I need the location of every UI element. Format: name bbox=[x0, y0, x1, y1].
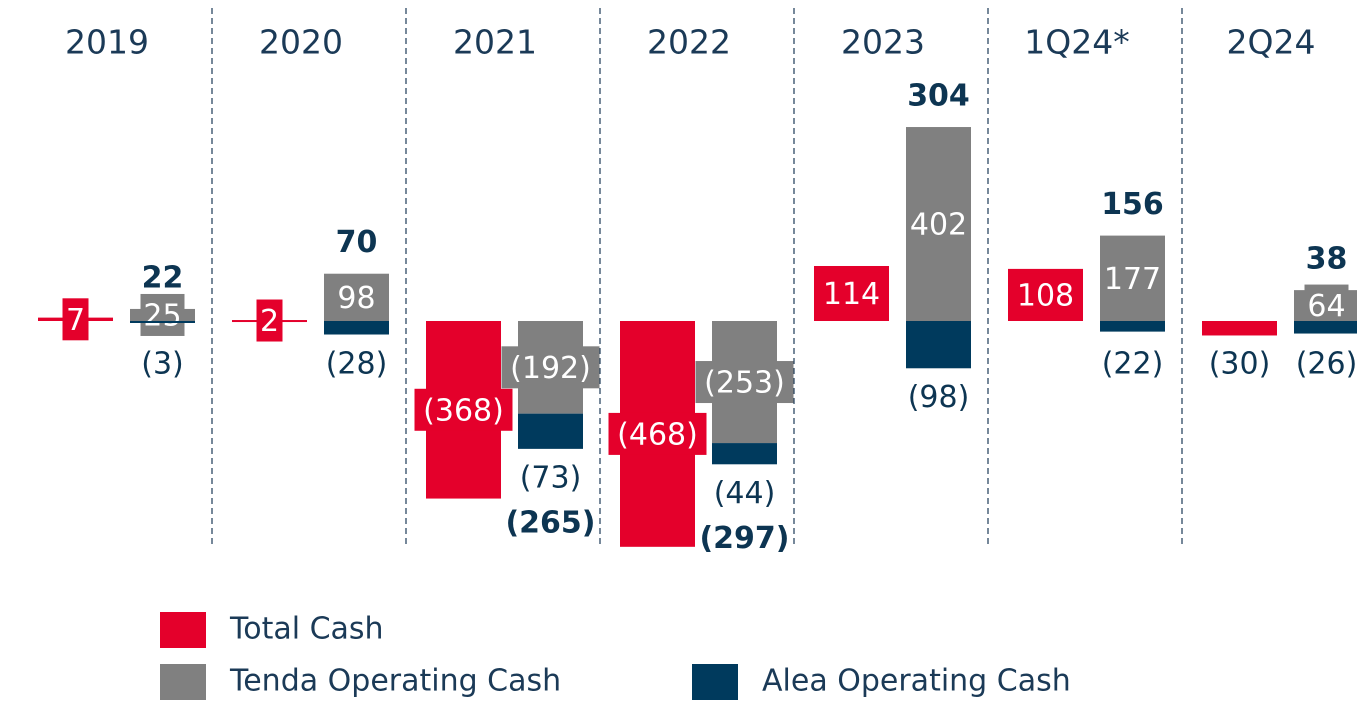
value-label: (73) bbox=[520, 460, 582, 495]
bar bbox=[1202, 321, 1277, 336]
value-label-box bbox=[62, 298, 89, 341]
value-label: 25 bbox=[143, 298, 181, 333]
value-label: (98) bbox=[908, 380, 970, 415]
bar bbox=[1294, 321, 1357, 334]
bar bbox=[324, 321, 389, 335]
value-label: (368) bbox=[423, 393, 504, 428]
value-label: 64 bbox=[1307, 289, 1345, 324]
value-label: 108 bbox=[1017, 278, 1074, 313]
value-label: (26) bbox=[1296, 347, 1357, 382]
value-label: 177 bbox=[1104, 262, 1161, 297]
bar bbox=[518, 413, 583, 449]
bar bbox=[1100, 321, 1165, 332]
total-label: 156 bbox=[1101, 187, 1164, 222]
value-label: 2 bbox=[260, 304, 279, 339]
legend-swatch bbox=[160, 664, 206, 700]
x-tick-label: 2021 bbox=[453, 23, 537, 62]
value-label: (44) bbox=[714, 476, 776, 511]
total-label: 70 bbox=[336, 225, 378, 260]
value-label-box bbox=[501, 346, 600, 389]
value-label: 7 bbox=[66, 303, 85, 338]
value-label-box bbox=[334, 276, 379, 319]
value-label-box bbox=[256, 299, 283, 342]
x-tick-label: 2Q24 bbox=[1227, 23, 1316, 62]
bar bbox=[712, 443, 777, 465]
value-label: 402 bbox=[910, 208, 967, 243]
value-label-box bbox=[608, 412, 707, 455]
value-label-box bbox=[1101, 257, 1164, 300]
x-tick-label: 2020 bbox=[259, 23, 343, 62]
total-label: (265) bbox=[505, 505, 595, 540]
value-label-box bbox=[1014, 273, 1077, 316]
bar bbox=[906, 321, 971, 369]
bar bbox=[130, 321, 195, 323]
value-label: (192) bbox=[510, 351, 591, 386]
x-tick-label: 2023 bbox=[841, 23, 925, 62]
value-label: (22) bbox=[1102, 347, 1164, 382]
value-label-box bbox=[695, 361, 794, 404]
value-label-box bbox=[907, 203, 970, 246]
value-label-box bbox=[1304, 284, 1349, 327]
legend-label: Total Cash bbox=[229, 612, 384, 647]
x-tick-label: 2022 bbox=[647, 23, 731, 62]
legend-swatch bbox=[160, 612, 206, 648]
total-label: 304 bbox=[907, 79, 970, 114]
legend-label: Alea Operating Cash bbox=[762, 664, 1071, 699]
value-label: (30) bbox=[1209, 347, 1271, 382]
value-label-box bbox=[140, 293, 185, 336]
value-label-box bbox=[820, 272, 883, 315]
total-label: 22 bbox=[142, 260, 184, 295]
x-tick-label: 2019 bbox=[65, 23, 149, 62]
value-label: (3) bbox=[141, 347, 184, 382]
legend-label: Tenda Operating Cash bbox=[229, 664, 561, 699]
value-label: (468) bbox=[617, 417, 698, 452]
value-label: 114 bbox=[823, 277, 880, 312]
total-label: 38 bbox=[1306, 242, 1348, 277]
legend-swatch bbox=[692, 664, 738, 700]
value-label: 98 bbox=[337, 281, 375, 316]
total-label: (297) bbox=[699, 521, 789, 556]
value-label: (253) bbox=[704, 366, 785, 401]
x-tick-label: 1Q24* bbox=[1024, 23, 1129, 62]
value-label: (28) bbox=[326, 347, 388, 382]
value-label-box bbox=[414, 388, 513, 431]
